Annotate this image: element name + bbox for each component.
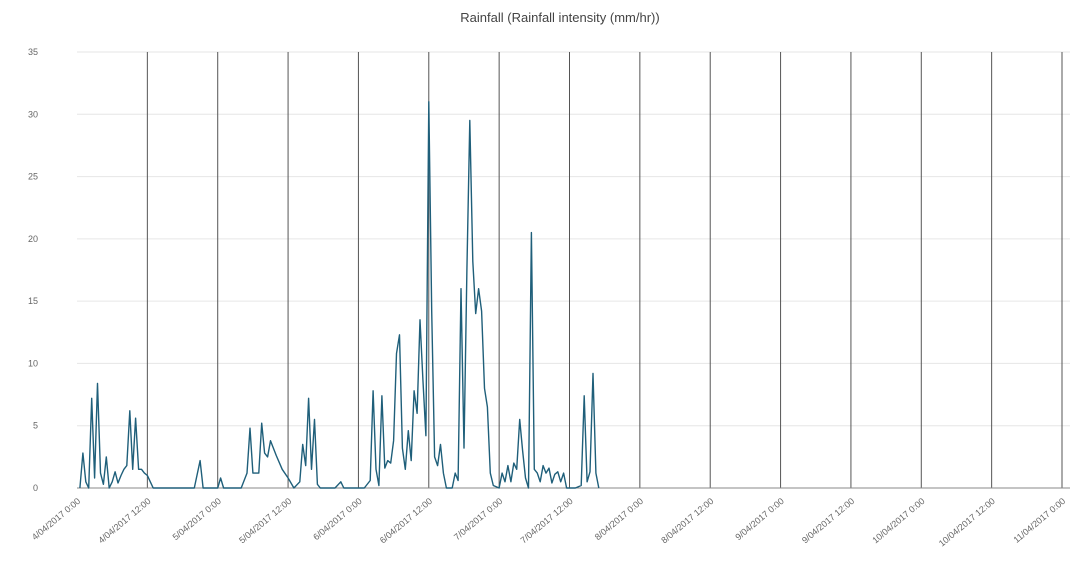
y-tick-label-25: 25	[28, 172, 38, 182]
x-tick-label-3: 5/04/2017 12:00	[237, 496, 293, 545]
x-tick-label-8: 8/04/2017 0:00	[593, 496, 645, 542]
series-group	[79, 101, 600, 489]
y-tick-label-0: 0	[33, 483, 38, 493]
x-tick-label-12: 10/04/2017 0:00	[870, 496, 926, 545]
x-tick-label-4: 6/04/2017 0:00	[311, 496, 363, 542]
x-tick-label-6: 7/04/2017 0:00	[452, 496, 504, 542]
x-tick-label-2: 5/04/2017 0:00	[171, 496, 223, 542]
x-axis-tick-labels: 4/04/2017 0:00 4/04/2017 12:00 5/04/2017 0…	[30, 496, 1067, 549]
x-tick-label-7: 7/04/2017 12:00	[519, 496, 575, 545]
y-tick-label-15: 15	[28, 296, 38, 306]
x-tick-label-9: 8/04/2017 12:00	[659, 496, 715, 545]
vertical-gridlines	[146, 52, 1063, 488]
y-tick-label-5: 5	[33, 421, 38, 431]
chart-title: Rainfall (Rainfall intensity (mm/hr))	[460, 10, 659, 25]
y-tick-label-35: 35	[28, 47, 38, 57]
x-tick-label-1: 4/04/2017 12:00	[96, 496, 152, 545]
series-line-0	[79, 101, 600, 489]
y-tick-label-30: 30	[28, 109, 38, 119]
y-tick-label-20: 20	[28, 234, 38, 244]
horizontal-gridlines	[77, 51, 1070, 427]
y-axis-tick-labels: 0 5 10 15 20 25 30 35	[28, 47, 38, 493]
x-tick-label-5: 6/04/2017 12:00	[378, 496, 434, 545]
x-tick-label-11: 9/04/2017 12:00	[800, 496, 856, 545]
x-tick-label-10: 9/04/2017 0:00	[733, 496, 785, 542]
x-tick-label-13: 10/04/2017 12:00	[937, 496, 997, 549]
y-tick-label-10: 10	[28, 358, 38, 368]
x-tick-label-14: 11/04/2017 0:00	[1012, 496, 1068, 545]
x-tick-label-0: 4/04/2017 0:00	[30, 496, 82, 542]
